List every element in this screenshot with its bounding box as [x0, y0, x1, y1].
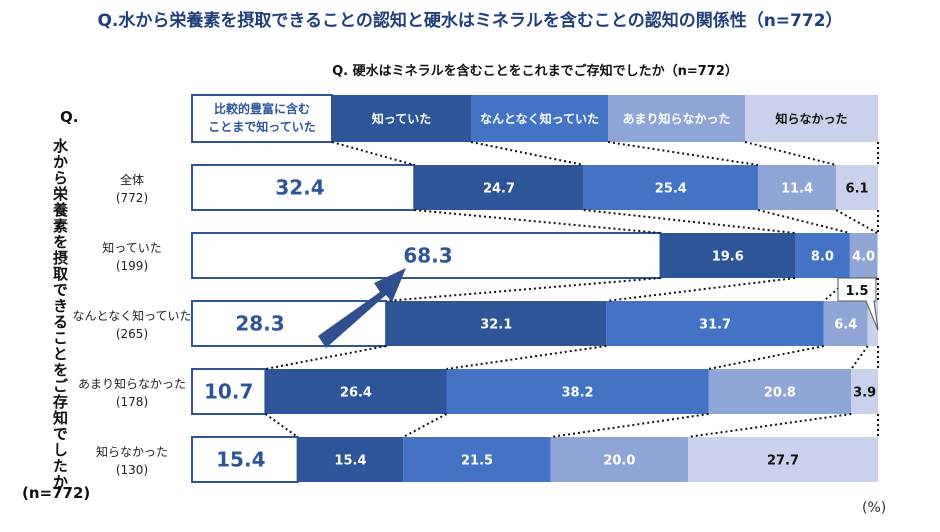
bar-segment-r5-s5	[687, 437, 878, 482]
bar-segment-r4-s1	[191, 368, 267, 415]
legend-swatch-4	[608, 95, 745, 142]
connector-0-4	[744, 141, 837, 166]
bar-segment-r4-s2	[265, 369, 447, 414]
value-label-r2-s4: 4.0	[852, 250, 875, 265]
connector-0-1	[331, 141, 415, 166]
bar-segment-r3-s2	[386, 301, 607, 346]
value-label-r1-s1: 32.4	[275, 176, 324, 200]
bar-segment-r3-s1	[191, 300, 388, 347]
value-label-r3-s4: 6.4	[834, 318, 857, 333]
category-n-1: (772)	[116, 191, 148, 205]
legend-label-5: 知らなかった	[774, 111, 847, 126]
value-label-r3-s3: 31.7	[699, 318, 731, 333]
bar-segment-r2-rest	[877, 233, 878, 278]
category-label-2: 知っていた	[102, 241, 161, 255]
legend-label-3: なんとなく知っていた	[480, 111, 599, 126]
connector-2-1	[386, 277, 661, 302]
value-label-r4-s5: 3.9	[853, 386, 876, 401]
bar-segment-r4-s4	[708, 369, 852, 414]
legend-label-1b: ことまで知っていた	[208, 119, 315, 134]
category-label-4: あまり知らなかった	[78, 377, 186, 391]
legend-label-1a: 比較的豊富に含む	[214, 101, 310, 116]
connector-3-4	[850, 345, 869, 370]
legend-label-4: あまり知らなかった	[622, 111, 730, 126]
category-n-5: (130)	[116, 463, 148, 477]
legend-swatch-3	[471, 95, 608, 142]
bar-segment-r2-s2	[660, 233, 795, 278]
value-label-r5-s5: 27.7	[767, 454, 799, 469]
bar-segment-r5-s4	[550, 437, 688, 482]
value-label-r1-s4: 11.4	[781, 182, 813, 197]
callout-box	[837, 277, 879, 331]
value-label-r2-s2: 19.6	[712, 250, 744, 265]
bar-segment-r3-s4	[823, 301, 868, 346]
connector-4-4	[687, 413, 852, 438]
category-n-4: (178)	[116, 395, 148, 409]
category-n-3: (265)	[116, 327, 148, 341]
value-label-r1-s3: 25.4	[655, 182, 687, 197]
category-label-5: 知らなかった	[96, 445, 168, 459]
bar-segment-r3-s3	[606, 301, 824, 346]
bar-segment-r1-s3	[583, 165, 758, 210]
bar-segment-r5-s3	[403, 437, 551, 482]
value-label-r4-s3: 38.2	[561, 386, 593, 401]
connector-0-3	[607, 141, 759, 166]
bar-segment-r2-s4	[849, 233, 878, 278]
value-label-r5-s2: 15.4	[334, 454, 366, 469]
value-label-r5-s3: 21.5	[461, 454, 493, 469]
legend-swatch-5	[745, 95, 878, 142]
connector-4-1	[264, 413, 299, 438]
y-question-text: 水から栄養素を摂取できることをご存知でしたか	[51, 138, 69, 490]
value-label-r1-s5: 6.1	[846, 182, 869, 197]
connector-1-3	[757, 209, 851, 234]
connector-1-1	[414, 209, 661, 234]
value-label-r1-s2: 24.7	[483, 182, 515, 197]
bar-segment-r3-s5	[867, 301, 878, 346]
value-label-r2-s1: 68.3	[403, 244, 452, 268]
value-label-r4-s4: 20.8	[764, 386, 796, 401]
connector-3-3	[708, 345, 825, 370]
connector-0-2	[470, 141, 584, 166]
chart-subtitle: Q. 硬水はミネラルを含むことをこれまでご存知でしたか（n=772）	[332, 63, 738, 79]
chart-title: Q.水から栄養素を摂取できることの認知と硬水はミネラルを含むことの認知の関係性（…	[97, 11, 843, 31]
connector-4-3	[550, 413, 709, 438]
category-n-2: (199)	[116, 259, 148, 273]
bar-segment-r1-s2	[414, 165, 584, 210]
legend-swatch-2	[332, 95, 471, 142]
connector-3-1	[265, 345, 387, 370]
value-label-r2-s3: 8.0	[811, 250, 834, 265]
y-question-n: (n=772)	[22, 484, 91, 502]
category-label-3: なんとなく知っていた	[72, 309, 191, 323]
value-label-r5-s1: 15.4	[216, 448, 265, 472]
connector-1-4	[835, 209, 878, 234]
value-label-r4-s2: 26.4	[340, 386, 372, 401]
trend-arrow	[318, 268, 406, 348]
bar-segment-r5-s2	[297, 437, 404, 482]
connector-1-2	[583, 209, 796, 234]
value-label-r4-s1: 10.7	[204, 380, 253, 404]
bar-segment-r2-s3	[794, 233, 850, 278]
value-label-r3-s1: 28.3	[235, 312, 284, 336]
bar-segment-r4-s5	[851, 369, 878, 414]
bar-segment-r5-s1	[191, 436, 299, 483]
y-question-prefix: Q.	[60, 108, 79, 126]
bar-segment-r4-s3	[446, 369, 709, 414]
callout-label: 1.5	[845, 284, 868, 299]
connector-3-2	[446, 345, 607, 370]
connector-4-2	[402, 413, 447, 438]
bar-segment-r2-s1	[191, 232, 662, 279]
bar-segment-r1-s4	[757, 165, 837, 210]
value-label-r3-s2: 32.1	[480, 318, 512, 333]
connector-2-2	[606, 277, 796, 302]
bar-segment-r1-s5	[836, 165, 878, 210]
unit-label: (%)	[862, 500, 887, 516]
value-label-r5-s4: 20.0	[603, 454, 635, 469]
category-label-1: 全体	[120, 172, 144, 187]
legend-label-2: 知っていた	[371, 111, 431, 126]
